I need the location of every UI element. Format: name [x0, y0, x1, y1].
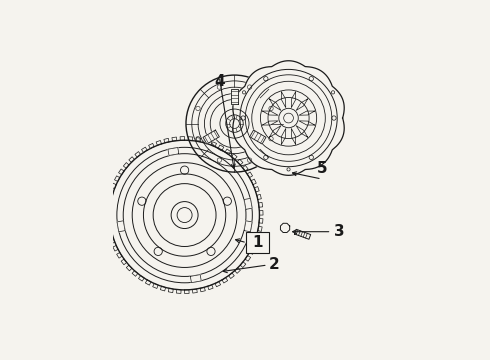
Text: 4: 4 [214, 74, 224, 89]
Circle shape [331, 91, 335, 94]
Polygon shape [249, 130, 266, 144]
Polygon shape [280, 223, 290, 233]
Text: 1: 1 [252, 235, 263, 250]
Text: 5: 5 [317, 161, 327, 176]
Text: 3: 3 [334, 224, 345, 239]
Polygon shape [203, 130, 220, 144]
Polygon shape [294, 229, 311, 239]
FancyBboxPatch shape [245, 233, 269, 253]
Circle shape [243, 91, 245, 94]
Polygon shape [244, 198, 252, 209]
Polygon shape [117, 221, 125, 232]
Text: 2: 2 [269, 257, 280, 273]
Polygon shape [168, 148, 179, 156]
Polygon shape [233, 61, 344, 175]
Circle shape [287, 168, 290, 171]
Polygon shape [231, 89, 238, 104]
Polygon shape [190, 275, 201, 283]
Polygon shape [244, 221, 252, 232]
